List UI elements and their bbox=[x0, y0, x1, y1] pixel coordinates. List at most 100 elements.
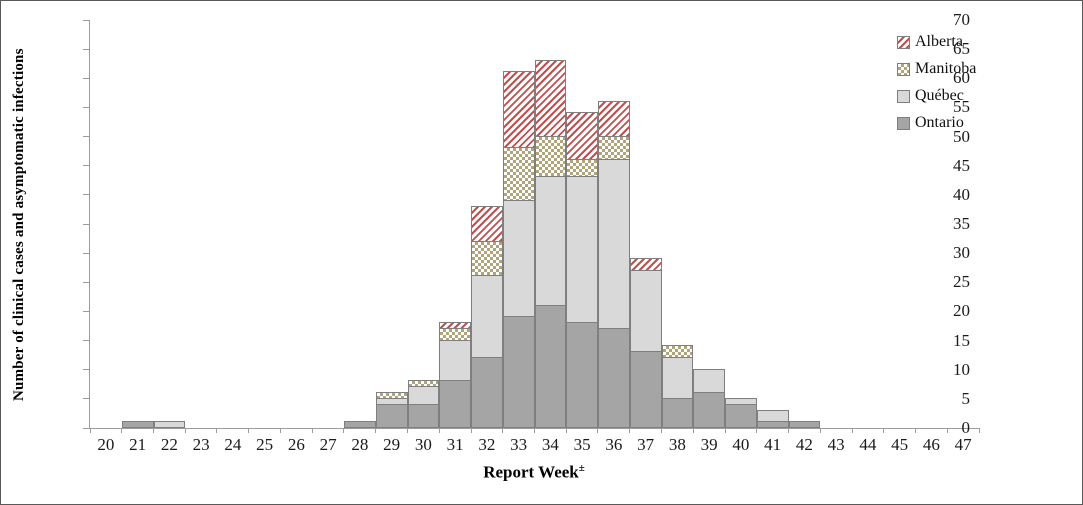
y-tick-label: 10 bbox=[953, 359, 970, 379]
x-tick-label: 42 bbox=[795, 435, 813, 454]
y-tick-label: 5 bbox=[961, 388, 971, 408]
y-tick-mark bbox=[83, 165, 89, 167]
bar-week-25 bbox=[249, 20, 281, 428]
y-tick-mark bbox=[83, 369, 89, 371]
legend-item-ontario: Ontario bbox=[897, 114, 976, 132]
x-tick-mark bbox=[407, 428, 408, 433]
x-tick-label: 21 bbox=[129, 435, 147, 454]
bar-week-32 bbox=[471, 20, 503, 428]
y-tick-label: 35 bbox=[953, 214, 970, 233]
y-tick-label: 25 bbox=[953, 272, 970, 292]
legend-item-manitoba: Manitoba bbox=[897, 60, 976, 78]
x-tick-mark bbox=[756, 428, 758, 433]
bar-segment-quebec-week-39 bbox=[693, 368, 725, 394]
bar-segment-ontario-week-32 bbox=[471, 357, 503, 428]
x-tick-label: 47 bbox=[954, 435, 972, 454]
x-tick-mark bbox=[502, 428, 504, 433]
bar-week-42 bbox=[788, 20, 821, 428]
bar-segment-ontario-week-39 bbox=[693, 392, 725, 428]
bar-segment-manitoba-week-33 bbox=[502, 147, 535, 201]
bar-segment-ontario-week-28 bbox=[344, 421, 376, 428]
x-tick-label: 45 bbox=[891, 435, 909, 454]
y-tick-mark bbox=[83, 48, 89, 50]
legend-swatch-alberta bbox=[897, 35, 910, 49]
x-tick-label: 46 bbox=[922, 435, 940, 454]
bar-week-34 bbox=[534, 20, 567, 428]
bar-week-26 bbox=[281, 20, 313, 428]
bar-segment-quebec-week-33 bbox=[502, 199, 535, 318]
bar-week-40 bbox=[725, 20, 757, 428]
y-tick-mark bbox=[83, 77, 89, 79]
y-tick-label: 55 bbox=[953, 97, 970, 117]
bar-week-21 bbox=[121, 20, 154, 428]
y-tick-label: 40 bbox=[953, 184, 970, 204]
bar-week-23 bbox=[185, 20, 217, 428]
y-tick-mark bbox=[83, 310, 89, 312]
y-tick-label: 0 bbox=[961, 418, 971, 437]
bar-segment-ontario-week-31 bbox=[439, 380, 471, 428]
x-tick-mark bbox=[121, 428, 123, 433]
bar-week-20 bbox=[90, 20, 122, 428]
y-tick-label: 15 bbox=[953, 330, 970, 350]
x-tick-mark bbox=[89, 428, 91, 433]
legend-item-quebec: Québec bbox=[897, 87, 976, 105]
bar-segment-quebec-week-37 bbox=[629, 269, 662, 353]
x-tick-mark bbox=[216, 428, 218, 433]
bars-container bbox=[90, 20, 979, 428]
bar-segment-quebec-week-34 bbox=[534, 176, 567, 306]
x-tick-label: 20 bbox=[97, 435, 115, 454]
y-tick-label: 70 bbox=[953, 10, 970, 29]
y-tick-mark bbox=[83, 194, 89, 196]
bar-week-43 bbox=[820, 20, 852, 428]
x-tick-label: 27 bbox=[319, 435, 337, 454]
x-tick-label: 43 bbox=[827, 435, 845, 454]
bar-segment-quebec-week-38 bbox=[661, 357, 694, 399]
x-axis-labels: 20 21 22 23 24 25 26 27 28 29 30 31 32 33 34 35 36 37 38 39… bbox=[90, 435, 979, 455]
bar-segment-ontario-week-34 bbox=[534, 304, 567, 428]
x-tick-label: 34 bbox=[541, 435, 559, 454]
bar-segment-quebec-week-30 bbox=[407, 386, 440, 405]
x-tick-mark bbox=[883, 428, 885, 433]
x-axis-title-superscript: ± bbox=[578, 462, 585, 474]
x-tick-mark bbox=[343, 428, 345, 433]
legend-swatch-quebec bbox=[897, 89, 910, 103]
bar-segment-ontario-week-36 bbox=[598, 327, 630, 428]
bar-week-39 bbox=[693, 20, 725, 428]
bar-week-41 bbox=[756, 20, 789, 428]
bar-segment-quebec-week-32 bbox=[471, 275, 503, 359]
y-tick-mark bbox=[83, 252, 89, 254]
x-tick-mark bbox=[375, 428, 377, 433]
x-tick-label: 38 bbox=[668, 435, 686, 454]
y-tick-mark bbox=[83, 223, 89, 225]
legend-label: Alberta bbox=[915, 33, 963, 50]
bar-week-27 bbox=[312, 20, 344, 428]
x-tick-mark bbox=[534, 428, 535, 433]
y-tick-label: 65 bbox=[953, 39, 970, 59]
x-tick-label: 22 bbox=[160, 435, 178, 454]
legend-swatch-ontario bbox=[897, 116, 910, 130]
y-tick-label: 60 bbox=[953, 68, 970, 88]
bar-segment-ontario-week-30 bbox=[407, 403, 440, 428]
x-tick-label: 28 bbox=[351, 435, 369, 454]
y-tick-mark bbox=[83, 281, 89, 283]
x-tick-label: 36 bbox=[605, 435, 623, 454]
bar-week-36 bbox=[598, 20, 630, 428]
x-tick-mark bbox=[629, 428, 631, 433]
x-tick-mark bbox=[470, 428, 472, 433]
x-tick-mark bbox=[280, 428, 281, 433]
y-tick-mark bbox=[83, 106, 89, 108]
x-tick-mark bbox=[788, 428, 789, 433]
x-tick-label: 26 bbox=[287, 435, 305, 454]
bar-segment-ontario-week-33 bbox=[502, 316, 535, 428]
y-tick-mark bbox=[83, 19, 89, 21]
bar-segment-alberta-week-33 bbox=[502, 71, 535, 149]
y-tick-mark bbox=[83, 427, 89, 429]
x-tick-mark bbox=[184, 428, 186, 433]
bar-week-22 bbox=[153, 20, 186, 428]
bar-segment-ontario-week-42 bbox=[788, 421, 821, 428]
bar-week-28 bbox=[344, 20, 376, 428]
y-axis-title: Number of clinical cases and asymptomati… bbox=[11, 48, 27, 401]
bar-segment-alberta-week-35 bbox=[566, 112, 598, 160]
bar-segment-alberta-week-32 bbox=[471, 205, 503, 242]
x-tick-label: 41 bbox=[764, 435, 782, 454]
